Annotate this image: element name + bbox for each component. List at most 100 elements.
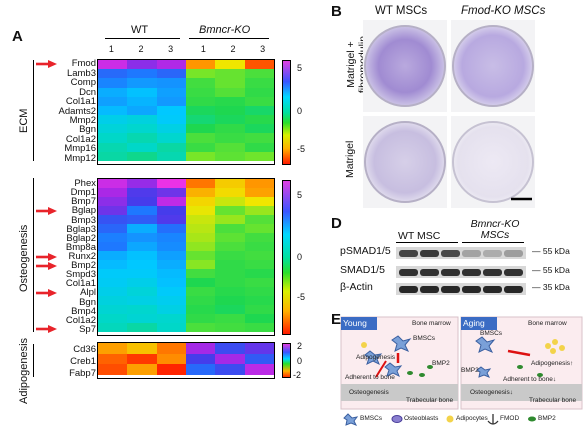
colorbar-tick: 5 xyxy=(297,190,303,200)
blot-band xyxy=(420,268,439,276)
bracket-osteogenesis xyxy=(33,178,34,332)
heatmap-cell xyxy=(127,364,157,375)
heatmap-cell xyxy=(156,305,186,314)
heatmap-cell xyxy=(156,69,186,79)
heatmap-cell xyxy=(215,197,245,206)
blot-band xyxy=(420,249,439,257)
heatmap-cell xyxy=(185,269,216,278)
bmsc-cell xyxy=(476,366,492,378)
heatmap-cell xyxy=(127,215,157,224)
group-line-wt-msc xyxy=(396,242,458,243)
heatmap-cell xyxy=(244,215,274,224)
heatmap-cell xyxy=(215,242,245,251)
heatmap-cell xyxy=(98,197,128,206)
gene-label: Bmp2 xyxy=(71,260,96,272)
osteogenesis-label: Osteogenesis xyxy=(349,389,389,396)
heatmap-cell xyxy=(244,224,274,233)
gene-label: Mmp2 xyxy=(69,114,96,126)
heatmap-row xyxy=(98,78,274,88)
blot-band xyxy=(462,249,481,257)
heatmap-cell xyxy=(98,78,128,88)
heatmap-cell xyxy=(156,353,186,365)
heatmap-cell xyxy=(98,124,128,134)
heatmap-row xyxy=(98,96,274,106)
heatmap-cell xyxy=(127,105,157,116)
heatmap-row xyxy=(98,343,274,354)
gene-label: Adamts2 xyxy=(58,105,97,117)
bone-marrow-label-young: Bone marrow xyxy=(412,320,451,327)
heatmap-cell xyxy=(244,260,274,269)
legend-bmsc-icon xyxy=(343,413,359,426)
heatmap-row xyxy=(98,60,274,70)
heatmap-row xyxy=(98,69,274,79)
blot-band xyxy=(441,268,460,276)
gene-label: Bmp3 xyxy=(71,214,96,226)
heatmap-cell xyxy=(127,278,157,287)
heatmap-row xyxy=(98,151,274,161)
heatmap-cell xyxy=(244,124,274,134)
heatmap-cell xyxy=(244,296,274,305)
heatmap-cell xyxy=(244,60,274,70)
group-label-wt: WT xyxy=(131,24,149,36)
heatmap-cell xyxy=(127,251,157,260)
column-number: 1 xyxy=(200,44,206,54)
heatmap-cell xyxy=(185,224,216,233)
bmp2-dot xyxy=(427,365,433,369)
heatmap-cell xyxy=(156,278,186,287)
heatmap-row xyxy=(98,124,274,134)
heatmap-cell xyxy=(244,251,274,260)
bmsc-cell xyxy=(475,336,496,353)
heatmap-cell xyxy=(185,87,216,97)
heatmap-cell xyxy=(244,242,274,251)
gene-label: Lamb3 xyxy=(66,67,96,79)
heatmap-cell xyxy=(244,278,274,287)
aging-label: Aging xyxy=(463,318,485,328)
heatmap-cell xyxy=(98,142,128,152)
heatmap-cell xyxy=(127,224,157,233)
bracket-ecm xyxy=(33,60,34,161)
heatmap-cell xyxy=(185,142,216,152)
heatmap-cell xyxy=(127,78,157,88)
colorbar-tick: 0 xyxy=(297,106,303,116)
heatmap-cell xyxy=(98,251,128,260)
heatmap-cell xyxy=(215,78,245,88)
gene-label: Bglap3 xyxy=(66,223,96,235)
heatmap-cell xyxy=(98,287,128,296)
heatmap-cell xyxy=(127,87,157,97)
highlight-arrow-icon xyxy=(36,261,57,270)
legend-osteoblasts: Osteoblasts xyxy=(404,415,439,422)
heatmap-cell xyxy=(215,69,245,79)
heatmap-cell xyxy=(127,133,157,143)
highlight-arrow-icon xyxy=(36,288,57,297)
heatmap-cell xyxy=(127,353,157,365)
column-number: 2 xyxy=(230,44,236,54)
heatmap-row xyxy=(98,287,274,296)
heatmap-cell xyxy=(185,179,216,188)
heatmap-row xyxy=(98,364,274,375)
heatmap-cell xyxy=(127,60,157,70)
heatmap-cell xyxy=(127,260,157,269)
heatmap-row xyxy=(98,206,274,215)
panel-d-header-wt: WT MSC xyxy=(398,230,441,242)
bracket-adipogenesis xyxy=(33,344,34,377)
heatmap-cell xyxy=(127,197,157,206)
heatmap-cell xyxy=(156,124,186,134)
heatmap-cell xyxy=(156,60,186,70)
heatmap-cell xyxy=(244,314,274,323)
heatmap-cell xyxy=(215,260,245,269)
young-header xyxy=(341,317,377,330)
heatmap-row xyxy=(98,353,274,365)
heatmap-cell xyxy=(98,269,128,278)
heatmap-cell xyxy=(156,260,186,269)
heatmap-cell xyxy=(215,323,245,332)
legend-bmp2: BMP2 xyxy=(538,415,556,422)
heatmap-cell xyxy=(127,206,157,215)
blot-strip xyxy=(396,266,526,278)
heatmap-cell xyxy=(156,197,186,206)
gene-label: Runx2 xyxy=(68,251,96,262)
legend-fmod-icon xyxy=(487,414,499,425)
heatmap-cell xyxy=(156,105,186,116)
heatmap-cell xyxy=(185,233,216,242)
heatmap-cell xyxy=(156,287,186,296)
heatmap-cell xyxy=(98,215,128,224)
